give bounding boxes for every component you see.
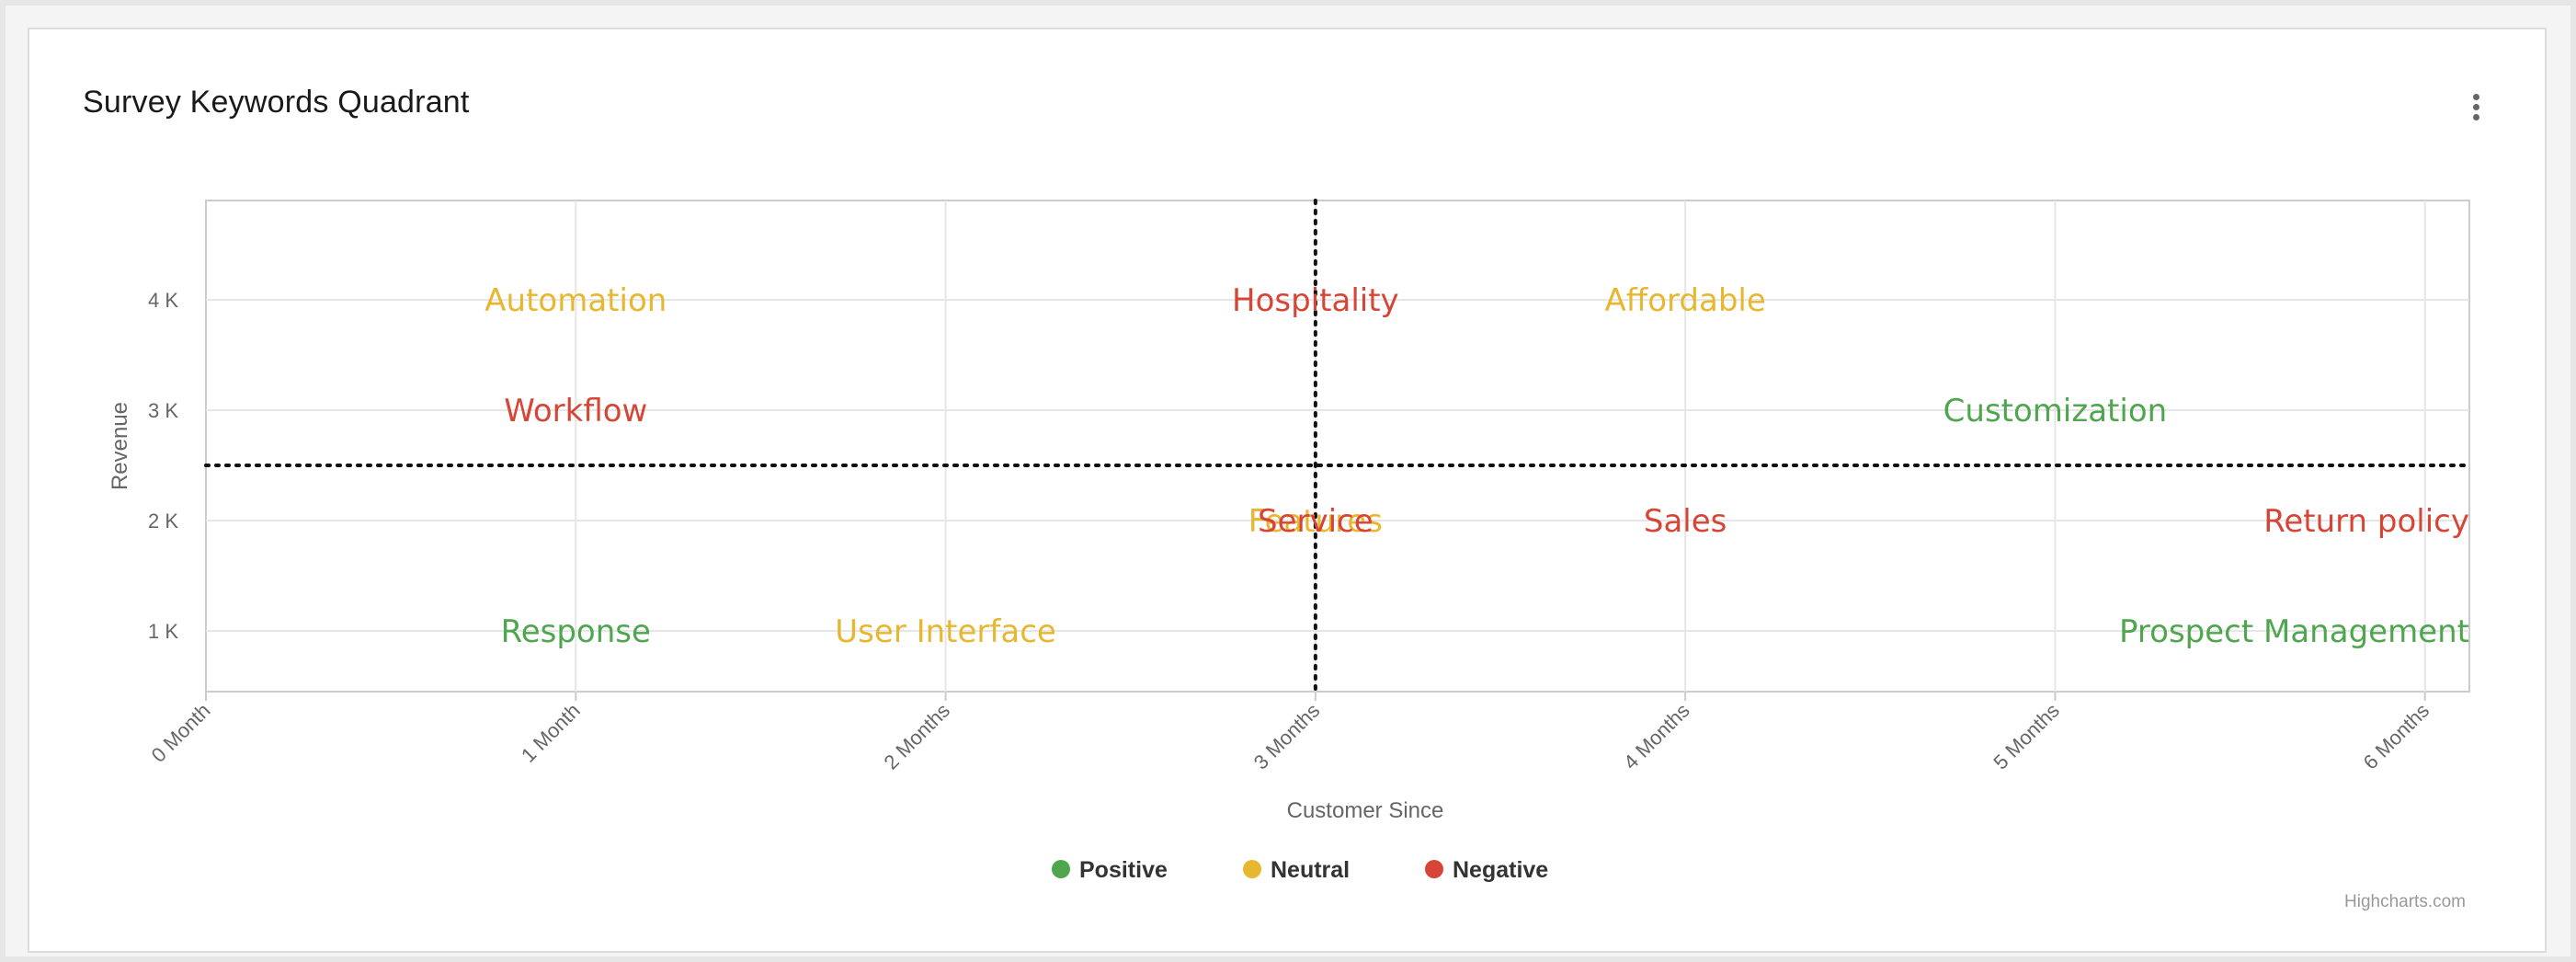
data-point-label[interactable]: Response — [501, 613, 651, 650]
y-axis-title: Revenue — [108, 402, 132, 490]
chart-title: Survey Keywords Quadrant — [83, 85, 470, 120]
chart-card — [28, 28, 2547, 953]
data-point-label[interactable]: Prospect Management — [2119, 613, 2469, 650]
legend-label: Neutral — [1271, 857, 1350, 883]
x-tick-label: 5 Months — [1989, 699, 2064, 774]
x-tick-label: 2 Months — [879, 699, 954, 774]
data-point-label[interactable]: Return policy — [2263, 503, 2469, 540]
y-tick-label: 2 K — [148, 510, 178, 533]
data-point-label[interactable]: Workflow — [504, 393, 647, 429]
y-tick-label: 1 K — [148, 620, 178, 643]
legend-marker — [1425, 860, 1443, 878]
data-point-label[interactable]: Service — [1258, 503, 1373, 540]
x-tick-label: 6 Months — [2359, 699, 2434, 774]
legend-marker — [1243, 860, 1261, 878]
x-tick-label: 4 Months — [1619, 699, 1694, 774]
data-point-label[interactable]: Customization — [1943, 393, 2168, 429]
credits-link[interactable]: Highcharts.com — [2344, 892, 2466, 911]
data-point-label[interactable]: Sales — [1644, 503, 1727, 540]
data-point-label[interactable]: Features — [1248, 503, 1383, 540]
y-tick-label: 4 K — [148, 289, 178, 312]
x-tick-label: 1 Month — [517, 699, 585, 767]
chart-menu-button[interactable] — [2460, 88, 2491, 125]
data-point-label[interactable]: Affordable — [1605, 282, 1766, 319]
legend-item-positive[interactable]: Positive — [1052, 857, 1168, 883]
legend-label: Positive — [1079, 857, 1168, 883]
legend-marker — [1052, 860, 1070, 878]
x-tick-label: 0 Month — [147, 699, 215, 767]
legend-item-negative[interactable]: Negative — [1425, 857, 1548, 883]
legend-label: Negative — [1453, 857, 1548, 883]
data-point-label[interactable]: Hospitality — [1232, 282, 1399, 319]
x-tick-label: 3 Months — [1249, 699, 1325, 774]
legend-item-neutral[interactable]: Neutral — [1243, 857, 1350, 883]
data-point-label[interactable]: User Interface — [835, 613, 1056, 650]
data-point-label[interactable]: Automation — [484, 282, 667, 319]
x-axis-title: Customer Since — [1287, 798, 1444, 823]
plot-border — [205, 200, 2470, 693]
y-tick-label: 3 K — [148, 399, 178, 422]
